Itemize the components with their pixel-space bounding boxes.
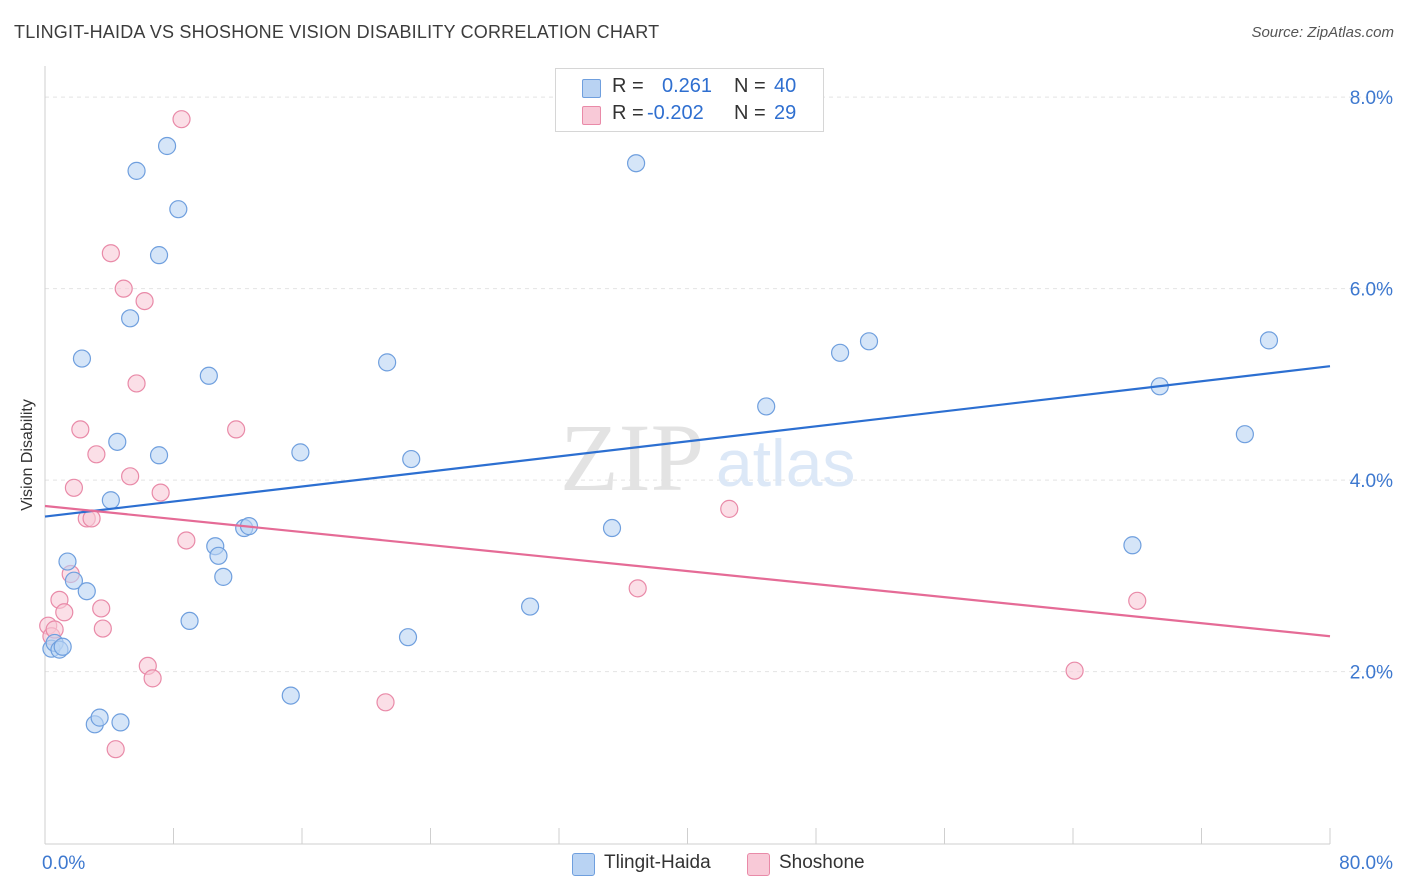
chart-title: TLINGIT-HAIDA VS SHOSHONE VISION DISABIL…	[14, 22, 660, 42]
point-shoshone	[71, 420, 90, 439]
y-tick-label: 4.0%	[1350, 471, 1393, 492]
point-tlingit-haida	[859, 332, 879, 351]
legend-n-label: N =	[734, 102, 766, 124]
point-tlingit-haida	[64, 571, 84, 590]
x-tick-label-min: 0.0%	[42, 853, 85, 874]
legend-label-shoshone: Shoshone	[779, 852, 865, 873]
point-tlingit-haida	[111, 713, 130, 732]
point-shoshone	[114, 279, 133, 298]
grid-lines	[45, 96, 1392, 673]
point-tlingit-haida	[157, 136, 177, 156]
legend-swatch-tlingit-haida	[582, 79, 601, 98]
point-shoshone	[127, 374, 146, 393]
point-tlingit-haida	[291, 443, 310, 462]
point-tlingit-haida	[602, 518, 622, 538]
point-tlingit-haida	[101, 491, 120, 510]
legend-swatch-shoshone	[582, 106, 601, 125]
point-tlingit-haida	[402, 449, 421, 469]
point-shoshone	[1128, 591, 1147, 610]
legend-r-label: R =	[612, 75, 644, 97]
point-shoshone	[1065, 661, 1084, 680]
y-tick-label: 6.0%	[1350, 280, 1393, 301]
correlation-legend: R = 0.261 N = 40 R = -0.202 N = 29	[555, 68, 824, 132]
point-tlingit-haida	[830, 343, 850, 362]
point-tlingit-haida	[199, 366, 218, 385]
point-tlingit-haida	[1259, 331, 1279, 350]
legend-n-label: N =	[734, 75, 766, 97]
point-tlingit-haida	[378, 353, 397, 372]
point-shoshone	[135, 291, 154, 311]
point-shoshone	[121, 467, 140, 486]
legend-swatch-shoshone	[747, 853, 770, 876]
point-shoshone	[177, 531, 196, 550]
trend-line-tlingit-haida	[44, 365, 1331, 518]
point-shoshone	[87, 445, 106, 464]
point-tlingit-haida	[121, 309, 140, 328]
point-shoshone	[172, 110, 191, 129]
point-tlingit-haida	[72, 349, 92, 368]
point-tlingit-haida	[281, 686, 300, 705]
legend-swatch-tlingit-haida	[572, 853, 595, 876]
tick-labels: 2.0% 4.0% 6.0% 8.0% 0.0% 80.0%	[42, 88, 1393, 874]
point-tlingit-haida	[757, 397, 776, 416]
point-shoshone	[227, 420, 246, 439]
legend-r-label: R =	[612, 102, 644, 124]
legend-r-value: -0.202	[647, 102, 704, 124]
legend-label-tlingit-haida: Tlingit-Haida	[604, 852, 711, 873]
point-shoshone	[151, 483, 170, 502]
point-tlingit-haida	[209, 546, 228, 565]
point-shoshone	[55, 603, 74, 622]
legend-n-value: 40	[774, 75, 797, 97]
point-tlingit-haida	[169, 200, 188, 219]
trend-lines	[44, 365, 1331, 638]
point-tlingit-haida	[626, 154, 646, 173]
point-tlingit-haida	[214, 567, 233, 586]
point-tlingit-haida	[1235, 425, 1254, 444]
watermark: ZIP atlas	[560, 404, 855, 511]
point-tlingit-haida	[180, 611, 199, 631]
point-tlingit-haida	[398, 628, 418, 647]
point-shoshone	[106, 740, 125, 759]
point-shoshone	[720, 499, 739, 518]
point-shoshone	[143, 669, 162, 688]
watermark-atlas: atlas	[716, 426, 855, 500]
point-tlingit-haida	[520, 597, 540, 616]
point-shoshone	[92, 599, 111, 618]
point-tlingit-haida	[1123, 536, 1142, 555]
point-shoshone	[628, 579, 647, 598]
source-label: Source: ZipAtlas.com	[1251, 24, 1394, 41]
legend-r-value: 0.261	[662, 75, 713, 97]
y-tick-label: 8.0%	[1350, 88, 1393, 109]
x-tick-label-max: 80.0%	[1339, 853, 1393, 874]
series-legend: Tlingit-Haida Shoshone	[0, 850, 1406, 878]
point-shoshone	[93, 619, 112, 638]
axes	[44, 66, 1331, 845]
point-tlingit-haida	[77, 582, 96, 601]
point-shoshone	[101, 244, 120, 263]
trend-line-shoshone	[44, 504, 1331, 638]
point-tlingit-haida	[149, 246, 169, 265]
point-tlingit-haida	[90, 708, 109, 727]
point-tlingit-haida	[53, 637, 72, 656]
watermark-zip: ZIP	[560, 404, 704, 511]
legend-n-value: 29	[774, 102, 797, 124]
point-shoshone	[64, 478, 84, 497]
point-tlingit-haida	[149, 446, 169, 465]
point-shoshone	[376, 693, 395, 712]
point-tlingit-haida	[108, 432, 127, 451]
point-tlingit-haida	[127, 161, 146, 180]
point-tlingit-haida	[58, 552, 77, 571]
y-tick-label: 2.0%	[1350, 663, 1393, 684]
